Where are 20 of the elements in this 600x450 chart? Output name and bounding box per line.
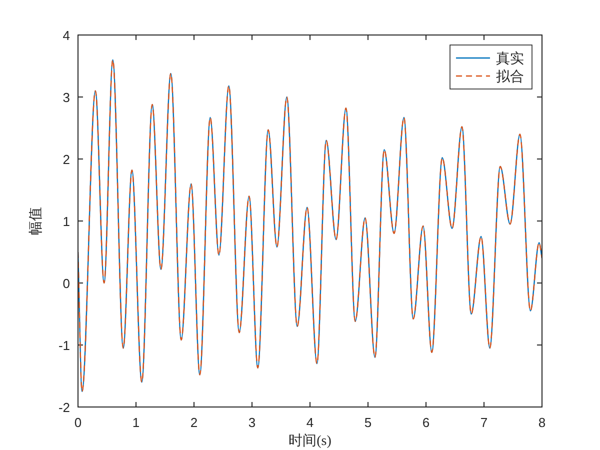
y-tick-label: -2 xyxy=(58,400,70,415)
x-tick-label: 4 xyxy=(306,415,314,430)
x-tick-label: 1 xyxy=(132,415,140,430)
y-tick-label: 0 xyxy=(62,276,70,291)
legend-label: 真实 xyxy=(496,51,524,67)
y-tick-label: 3 xyxy=(62,90,70,105)
y-tick-label: 2 xyxy=(62,152,70,167)
x-tick-label: 2 xyxy=(190,415,198,430)
y-axis-title: 幅值 xyxy=(28,207,44,235)
x-tick-label: 0 xyxy=(74,415,82,430)
x-tick-label: 5 xyxy=(364,415,372,430)
y-tick-label: 1 xyxy=(62,214,70,229)
x-tick-label: 7 xyxy=(480,415,488,430)
x-tick-label: 3 xyxy=(248,415,256,430)
x-tick-label: 8 xyxy=(538,415,546,430)
x-axis-title: 时间(s) xyxy=(288,433,332,449)
legend-label: 拟合 xyxy=(496,69,524,85)
y-tick-label: 4 xyxy=(62,28,70,43)
y-tick-label: -1 xyxy=(58,338,70,353)
x-tick-label: 6 xyxy=(422,415,430,430)
